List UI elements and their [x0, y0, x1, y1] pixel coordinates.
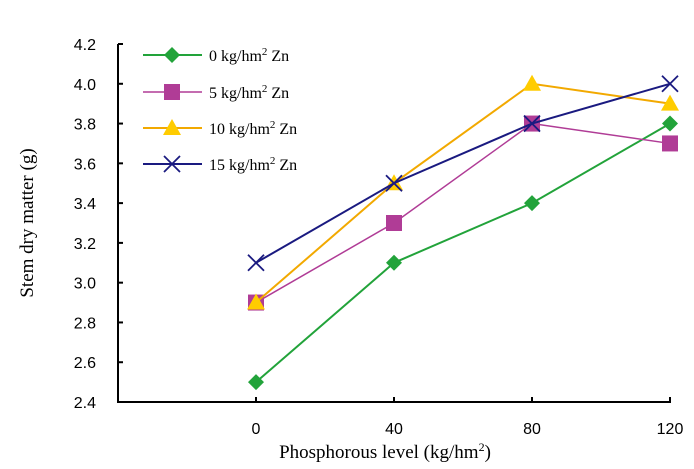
legend-label: 0 kg/hm2 Zn: [209, 46, 289, 65]
x-marker-stroke: [247, 254, 265, 272]
y-tick-label: 2.8: [74, 315, 96, 332]
x-marker-stroke: [661, 75, 679, 93]
series-line: [255, 122, 671, 304]
x-tick-label: 80: [523, 421, 541, 438]
legend-label-sup: 2: [270, 155, 276, 167]
data-point-triangle: [661, 94, 679, 111]
y-tick-label: 4.2: [74, 37, 96, 54]
legend-label-sup: 2: [270, 119, 276, 131]
x-tick-label: 40: [385, 421, 403, 438]
legend-label-suffix: Zn: [267, 48, 289, 65]
y-tick-label: 3.0: [74, 276, 96, 293]
y-tick-label: 4.0: [74, 77, 96, 94]
series-2: [247, 74, 679, 310]
x-marker-stroke: [523, 114, 541, 133]
y-tick-label: 3.4: [74, 196, 96, 213]
legend-marker-triangle: [163, 119, 181, 135]
data-point-x: [385, 174, 403, 192]
legend-label-suffix: Zn: [275, 121, 297, 138]
series-1: [248, 115, 678, 311]
legend-label: 5 kg/hm2 Zn: [209, 83, 289, 102]
data-point-triangle: [247, 293, 265, 310]
legend-marker-x: [163, 155, 181, 173]
x-axis-title: Phosphorous level (kg/hm2): [279, 440, 491, 463]
data-point-diamond: [386, 254, 402, 271]
legend-marker-square: [164, 84, 180, 100]
data-point-x: [247, 254, 265, 272]
y-axis-title: Stem dry matter (g): [17, 148, 38, 297]
y-tick-label: 3.6: [74, 156, 96, 173]
x-tick-label: 120: [657, 421, 684, 438]
legend-marker-diamond: [164, 47, 180, 63]
data-point-diamond: [248, 374, 264, 391]
series-layer: [247, 74, 679, 391]
data-point-diamond: [662, 115, 678, 132]
legend-label-sup: 2: [262, 46, 268, 58]
legend-label-suffix: Zn: [267, 85, 289, 102]
data-point-square: [662, 135, 678, 152]
legend-item-0: 0 kg/hm2 Zn: [143, 46, 289, 65]
series-line: [255, 82, 671, 304]
data-point-x: [523, 114, 541, 133]
series-line: [255, 82, 671, 264]
legend-label-text: 5 kg/hm: [209, 85, 262, 102]
legend-label: 15 kg/hm2 Zn: [209, 155, 297, 174]
legend-item-3: 15 kg/hm2 Zn: [143, 155, 297, 174]
y-tick-label: 3.2: [74, 236, 96, 253]
legend-label: 10 kg/hm2 Zn: [209, 119, 297, 138]
data-point-square: [386, 215, 402, 231]
series-3: [247, 75, 679, 272]
x-marker-stroke: [385, 174, 403, 192]
legend-item-1: 5 kg/hm2 Zn: [143, 83, 289, 102]
legend-label-suffix: Zn: [275, 157, 297, 174]
data-point-triangle: [523, 74, 541, 91]
legend-item-2: 10 kg/hm2 Zn: [143, 119, 297, 138]
legend-label-text: 0 kg/hm: [209, 48, 262, 65]
legend-label-text: 15 kg/hm: [209, 157, 270, 174]
data-point-x: [661, 75, 679, 93]
legend-label-text: 10 kg/hm: [209, 121, 270, 138]
y-tick-label: 2.6: [74, 355, 96, 372]
series-line: [255, 122, 671, 383]
y-tick-label: 3.8: [74, 117, 96, 134]
series-0: [248, 115, 678, 391]
legend-label-sup: 2: [262, 83, 268, 95]
x-tick-label: 0: [252, 421, 261, 438]
data-point-diamond: [524, 195, 540, 212]
x-marker-stroke: [163, 155, 181, 173]
y-tick-label: 2.4: [74, 395, 96, 412]
axes: 2.4 2.6 2.8 3.0 3.2 3.4 3.6 3.8 4.0 4.2 0 40 80 120: [74, 37, 684, 438]
